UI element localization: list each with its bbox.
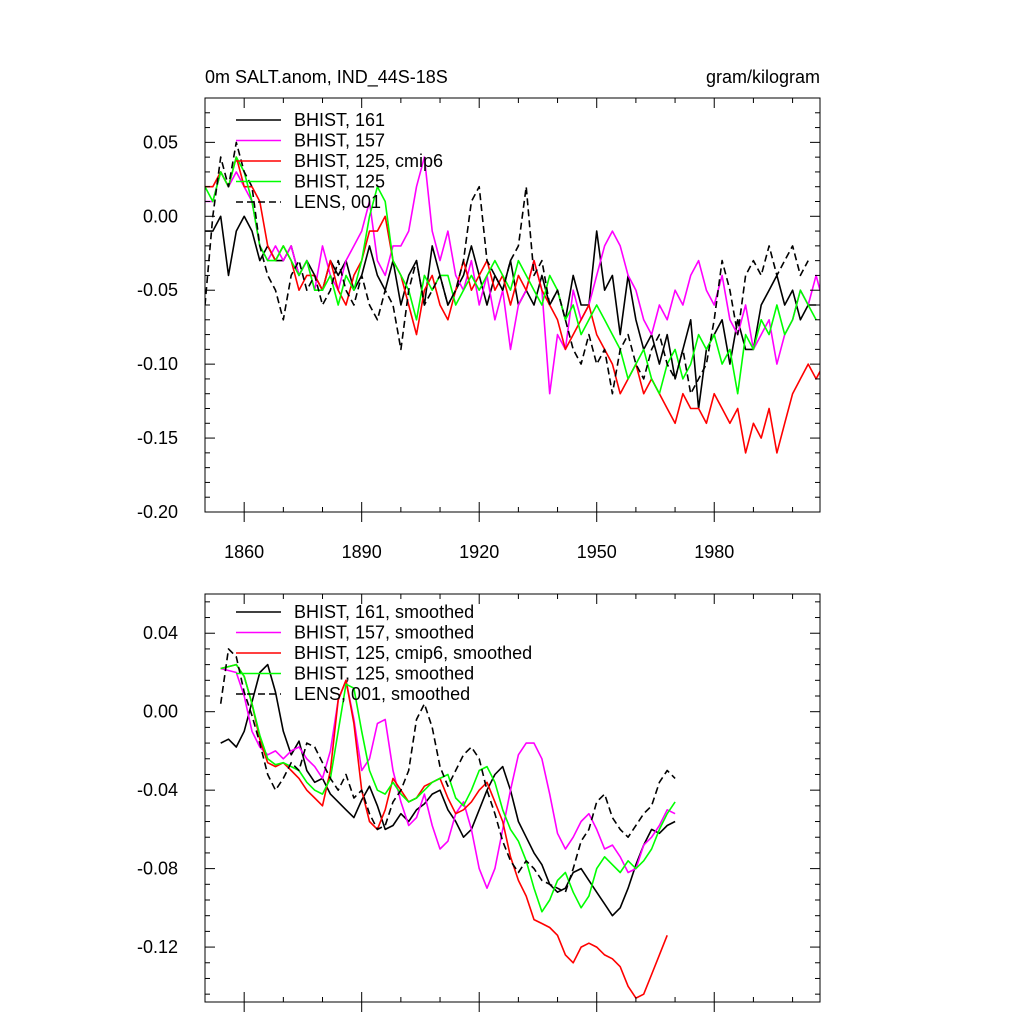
bottom-y-tick-label: -0.04	[137, 780, 178, 800]
top-series-line-4	[205, 156, 817, 395]
top-y-tick-label: 0.05	[143, 132, 178, 152]
bottom-series-line-1	[220, 663, 676, 917]
bottom-legend-label-3: BHIST, 125, cmip6, smoothed	[294, 643, 532, 663]
top-y-tick-label: -0.05	[137, 280, 178, 300]
top-x-tick-label: 1920	[459, 542, 499, 562]
bottom-legend-label-1: BHIST, 161, smoothed	[294, 602, 474, 622]
bottom-series-line-5	[219, 648, 676, 894]
bottom-series-line-2	[220, 667, 676, 890]
bottom-y-tick-label: -0.08	[137, 859, 178, 879]
top-x-tick-label: 1890	[342, 542, 382, 562]
top-legend-label-4: BHIST, 125	[294, 172, 385, 192]
bottom-legend-label-2: BHIST, 157, smoothed	[294, 623, 474, 643]
bottom-y-tick-label: 0.00	[143, 702, 178, 722]
top-y-tick-label: -0.20	[137, 502, 178, 522]
bottom-legend-label-5: LENS, 001, smoothed	[294, 684, 470, 704]
top-series-line-5	[205, 141, 809, 395]
bottom-series-line-3	[220, 663, 668, 999]
bottom-series-line-4	[220, 663, 676, 913]
bottom-y-tick-label: -0.12	[137, 937, 178, 957]
top-series-line-1	[205, 215, 817, 410]
bottom-panel: 0.04 0.00 -0.04 -0.08 -0.12 BHIST, 161, smoot…	[137, 593, 821, 1012]
top-y-tick-label: -0.10	[137, 354, 178, 374]
bottom-legend-label-4: BHIST, 125, smoothed	[294, 664, 474, 684]
top-series-group	[205, 141, 820, 454]
top-x-tick-label: 1950	[577, 542, 617, 562]
top-legend-label-3: BHIST, 125, cmip6	[294, 151, 443, 171]
bottom-series-group	[219, 648, 676, 999]
top-legend-label-1: BHIST, 161	[294, 110, 385, 130]
top-legend-label-5: LENS, 001	[294, 192, 381, 212]
top-x-tick-label: 1980	[694, 542, 734, 562]
top-legend-label-2: BHIST, 157	[294, 131, 385, 151]
bottom-plot-frame	[204, 593, 821, 1003]
top-series-line-3	[205, 156, 820, 454]
top-y-tick-label: -0.15	[137, 428, 178, 448]
top-y-tick-label: 0.00	[143, 206, 178, 226]
top-panel-title: 0m SALT.anom, IND_44S-18S	[205, 67, 448, 88]
top-x-tick-label: 1860	[224, 542, 264, 562]
top-panel-units: gram/kilogram	[706, 67, 820, 87]
bottom-y-tick-label: 0.04	[143, 623, 178, 643]
top-panel: 0m SALT.anom, IND_44S-18S gram/kilogram …	[137, 67, 821, 562]
